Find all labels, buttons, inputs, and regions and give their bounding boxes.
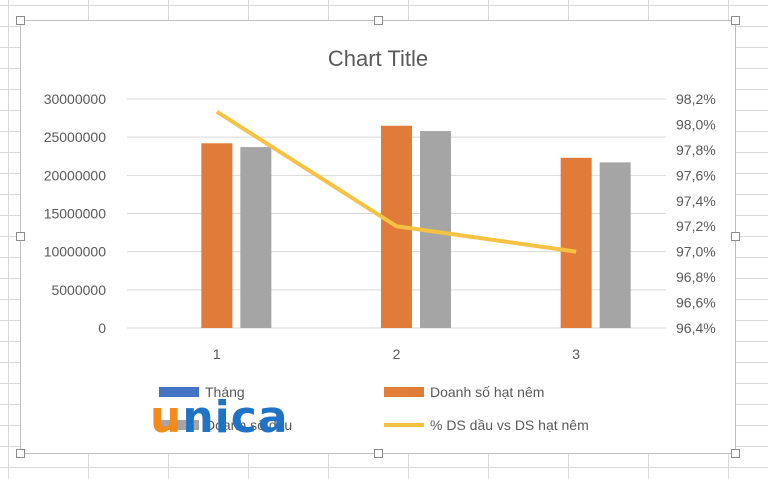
y2-axis-tick-label: 97,4% [676,193,716,209]
y-axis-tick-label: 20000000 [44,167,107,183]
y-axis-tick-label: 10000000 [44,244,107,260]
y2-axis-tick-label: 97,6% [676,167,716,183]
y-axis-tick-label: 30000000 [44,91,107,107]
legend-swatch [159,387,199,397]
watermark-letter-u: u [150,392,183,443]
watermark-text-rest: nica [182,392,289,443]
y2-axis-tick-label: 98,0% [676,116,716,132]
y-axis-tick-label: 0 [98,320,106,336]
x-axis-tick-label: 2 [393,346,401,362]
legend-label: % DS dầu vs DS hạt nêm [430,417,589,433]
resize-handle-bottom-middle[interactable] [374,449,383,458]
chart-svg: Chart Title 0 5000000 10000000 15000000 20000… [44,46,716,433]
resize-handle-bottom-right[interactable] [731,449,740,458]
unica-watermark-logo: unica [150,396,289,440]
y2-axis-tick-label: 97,2% [676,218,716,234]
resize-handle-middle-right[interactable] [731,232,740,241]
legend-label: Doanh số hạt nêm [430,384,544,400]
legend-label: Doanh số dầu [205,417,292,433]
y2-axis-tick-label: 98,2% [676,91,716,107]
resize-handle-top-right[interactable] [731,16,740,25]
bar [240,147,272,328]
y2-axis-tick-label: 97,8% [676,142,716,158]
y-axis-tick-label: 25000000 [44,129,107,145]
resize-handle-top-left[interactable] [16,16,25,25]
y2-axis-tick-label: 96,4% [676,320,716,336]
x-axis-tick-label: 1 [213,346,221,362]
bar [599,162,631,328]
resize-handle-top-middle[interactable] [374,16,383,25]
chart-area[interactable]: Chart Title 0 5000000 10000000 15000000 20000… [20,20,736,454]
x-axis-tick-label: 3 [572,346,580,362]
y-axis-tick-label: 15000000 [44,206,107,222]
legend-label: Tháng [205,384,245,400]
y2-axis-tick-label: 97,0% [676,244,716,260]
legend-swatch [159,420,199,430]
chart-title: Chart Title [328,46,428,71]
legend-swatch [384,387,424,397]
bar [560,157,592,328]
resize-handle-bottom-left[interactable] [16,449,25,458]
y2-axis-tick-label: 96,6% [676,295,716,311]
resize-handle-middle-left[interactable] [16,232,25,241]
bar [201,143,233,328]
line-series [215,110,577,254]
y2-axis-tick-label: 96,8% [676,269,716,285]
y-axis-tick-label: 5000000 [51,282,106,298]
